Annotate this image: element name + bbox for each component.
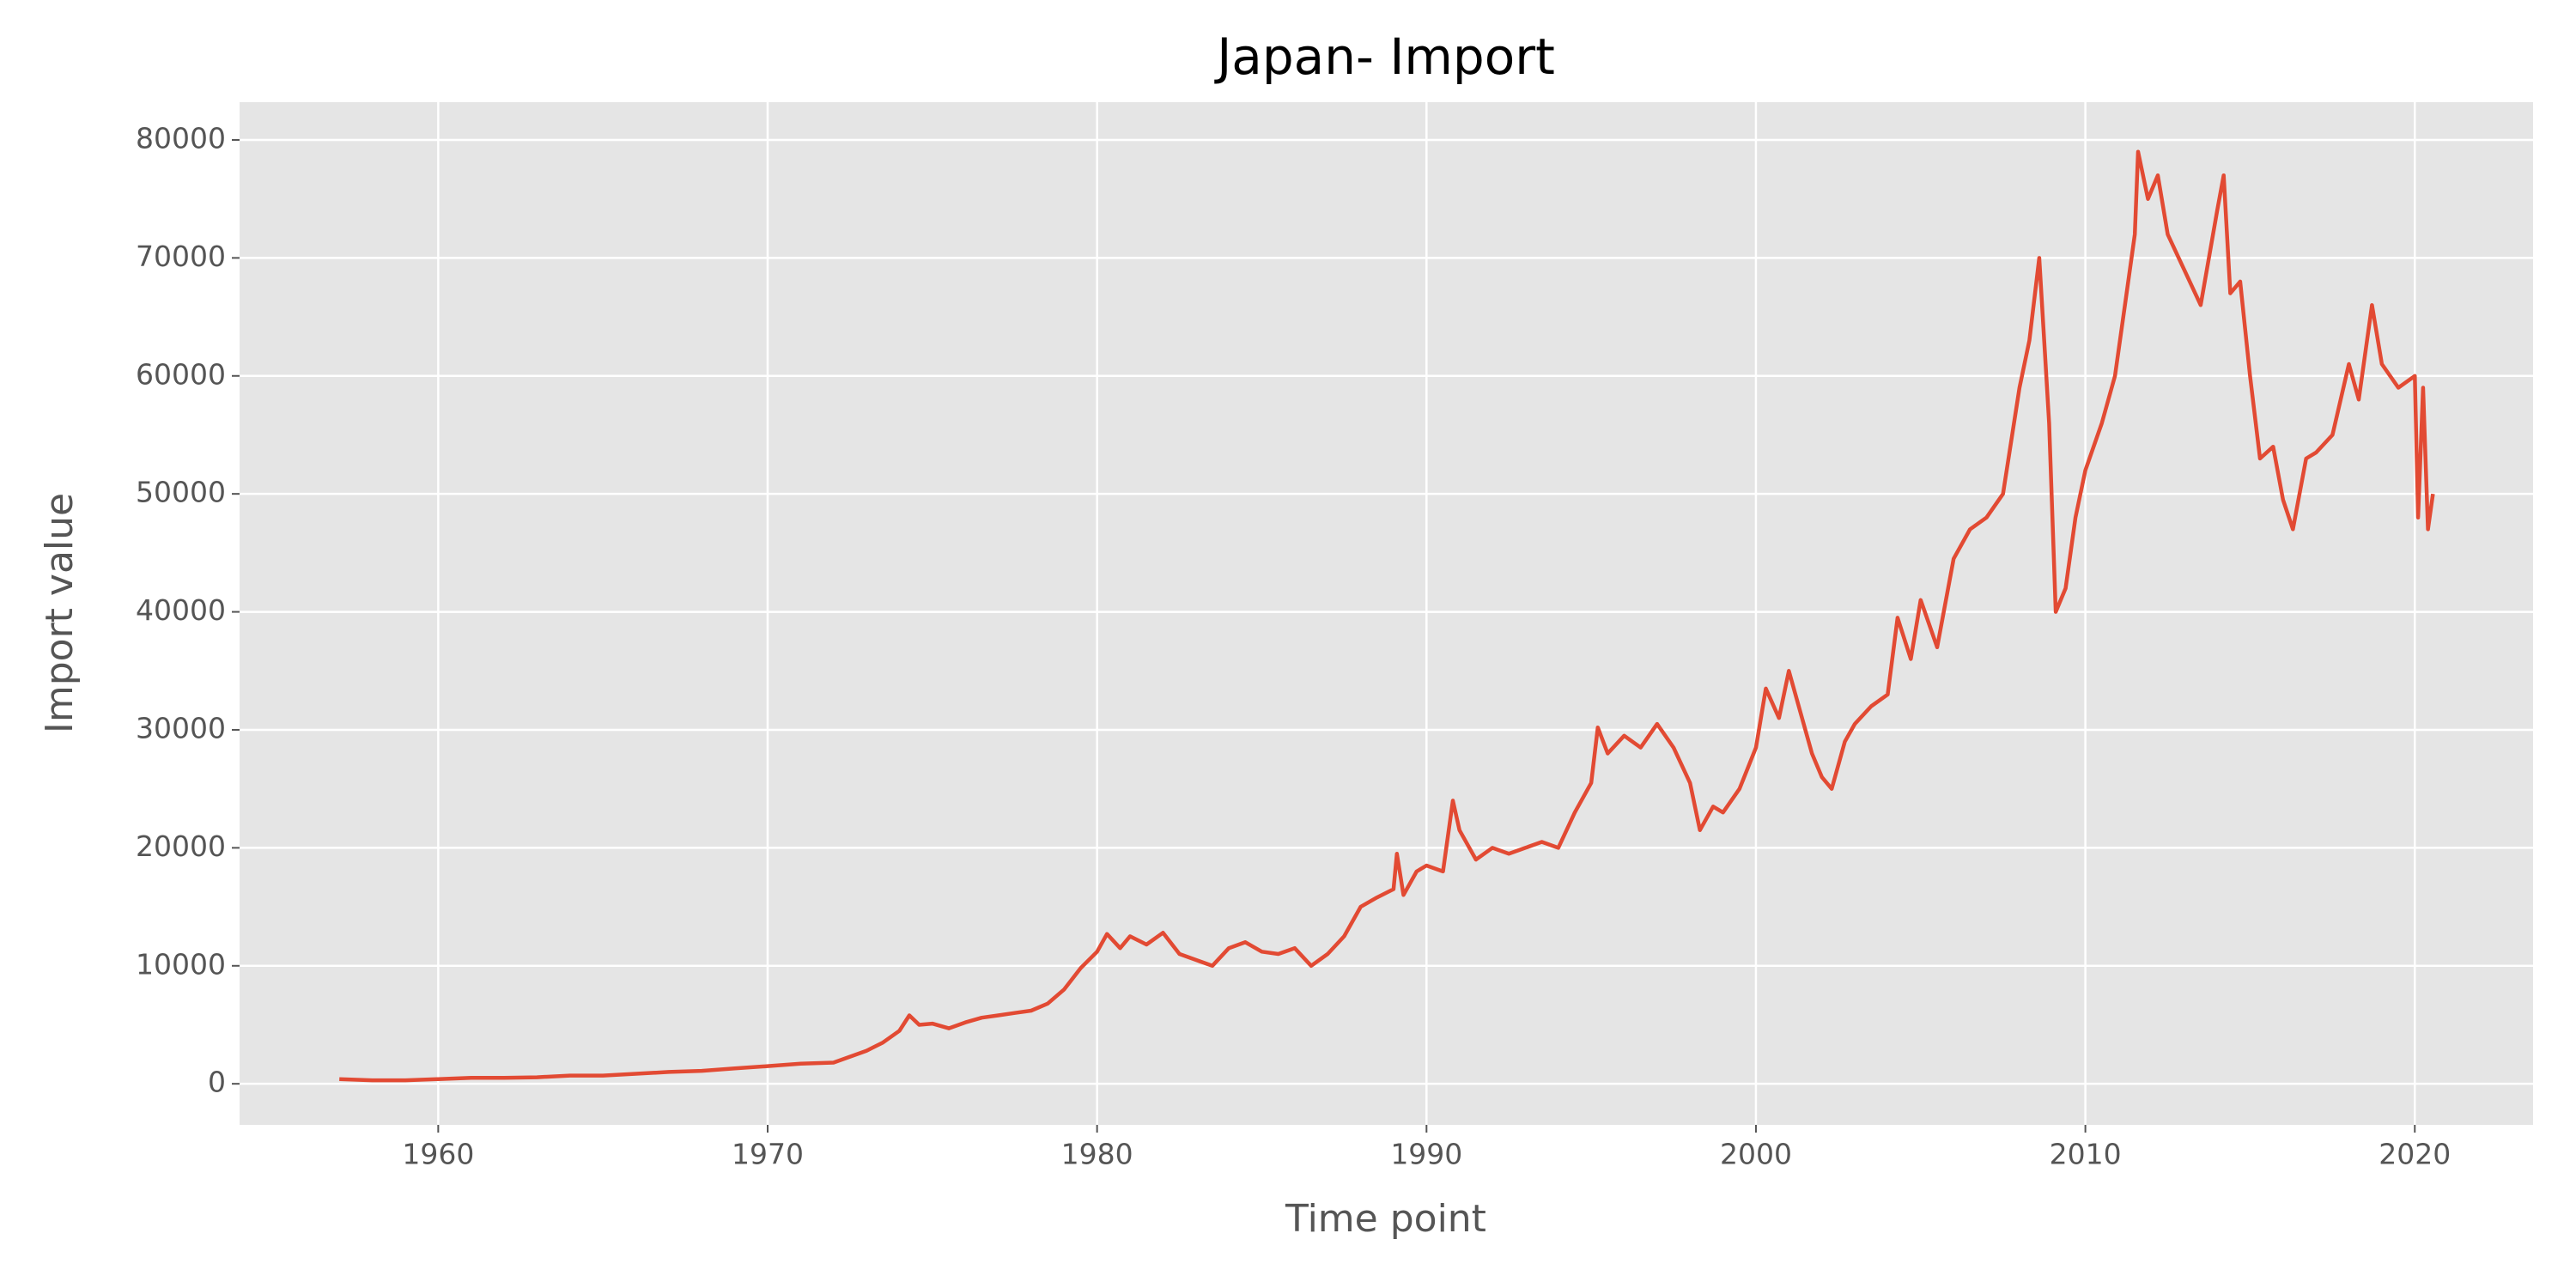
x-tick-label: 2020 [2379, 1138, 2451, 1171]
y-tick-label: 20000 [136, 829, 226, 863]
y-tick-label: 30000 [136, 711, 226, 744]
y-tick-label: 50000 [136, 476, 226, 509]
x-axis-label: Time point [1285, 1197, 1486, 1241]
data-line [339, 149, 2435, 1083]
plot-background [240, 102, 2533, 1125]
x-tick-label: 2010 [2050, 1138, 2122, 1171]
x-tick-label: 1970 [732, 1138, 804, 1171]
y-tick-label: 10000 [136, 947, 226, 981]
y-tick-label: 0 [208, 1066, 226, 1099]
y-tick-label: 80000 [136, 121, 226, 155]
y-tick-label: 70000 [136, 240, 226, 273]
y-tick-label: 60000 [136, 357, 226, 391]
x-tick-label: 1980 [1061, 1138, 1133, 1171]
x-tick-label: 1990 [1390, 1138, 1462, 1171]
x-tick-label: 1960 [402, 1138, 474, 1171]
x-tick-label: 2000 [1720, 1138, 1792, 1171]
y-axis-label: Import value [38, 493, 82, 733]
y-tick-label: 40000 [136, 593, 226, 627]
chart-title: Japan- Import [1214, 27, 1555, 86]
